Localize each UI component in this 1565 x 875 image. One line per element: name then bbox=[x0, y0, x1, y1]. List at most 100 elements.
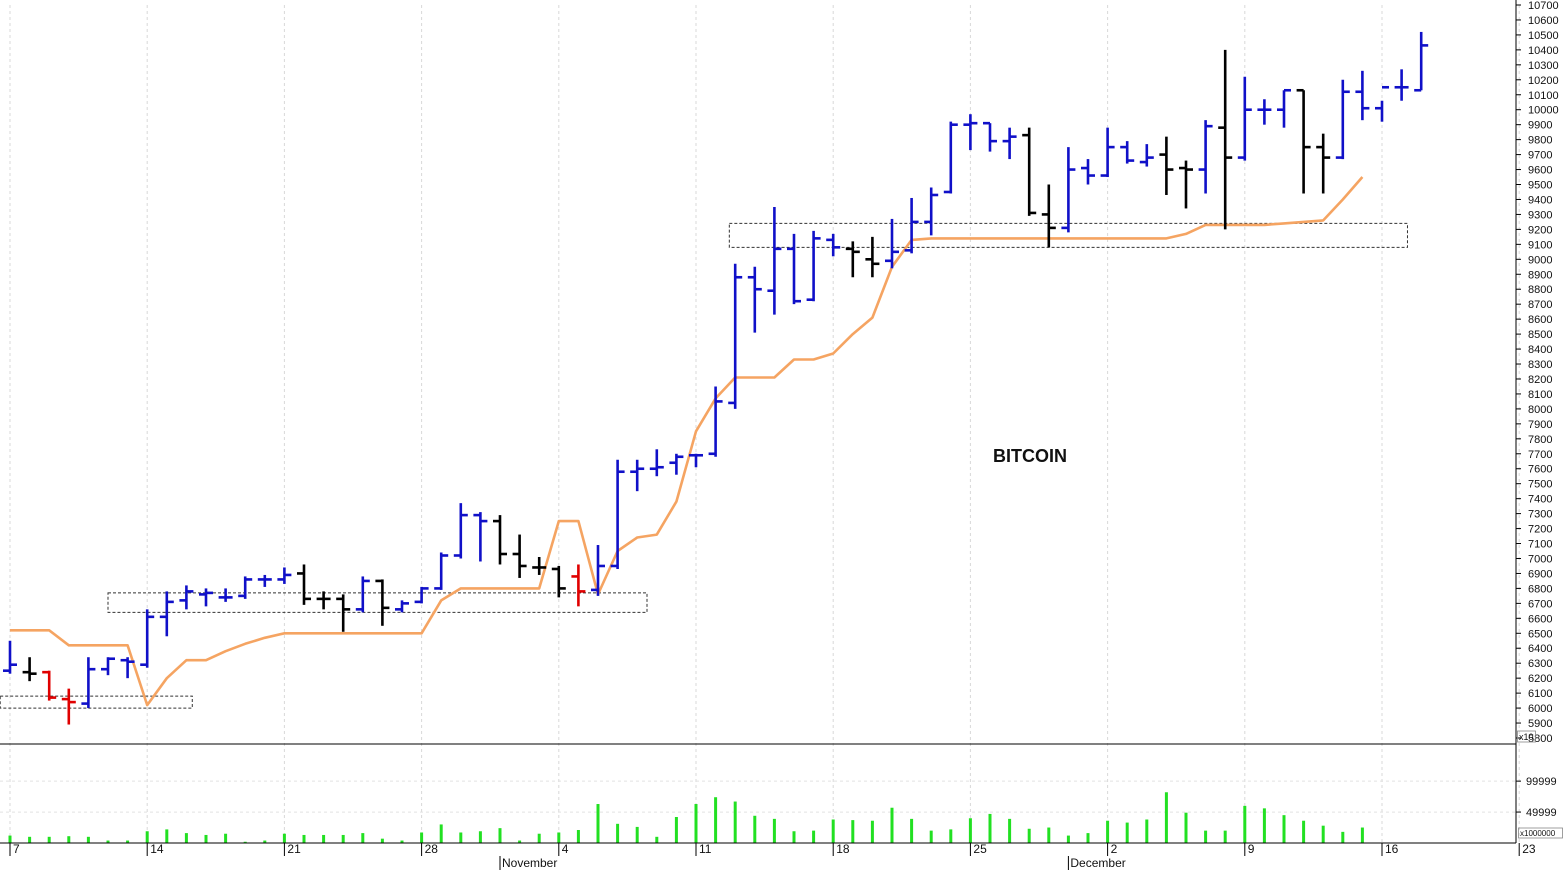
ohlc-bar bbox=[61, 688, 76, 725]
ohlc-bar bbox=[3, 640, 17, 674]
price-tick-label: 6600 bbox=[1528, 613, 1552, 625]
ohlc-bar bbox=[1355, 70, 1370, 121]
ohlc-bar bbox=[414, 586, 429, 604]
ohlc-bar bbox=[159, 591, 174, 637]
ohlc-bar bbox=[983, 121, 997, 152]
price-tick-label: 8900 bbox=[1528, 269, 1552, 281]
price-tick-label: 8000 bbox=[1528, 404, 1552, 416]
date-tick-label: 9 bbox=[1248, 842, 1255, 856]
price-tick-label: 10400 bbox=[1528, 45, 1559, 57]
price-tick-label: 7700 bbox=[1528, 449, 1552, 461]
ohlc-bar bbox=[1335, 79, 1350, 160]
axis-layer: 5800590060006100620063006400650066006700… bbox=[9, 0, 1563, 870]
ohlc-bar bbox=[885, 218, 899, 269]
ohlc-bar bbox=[1081, 159, 1095, 185]
price-tick-label: 9500 bbox=[1528, 180, 1552, 192]
ohlc-bar bbox=[1041, 184, 1056, 248]
price-tick-label: 9400 bbox=[1528, 194, 1552, 206]
date-tick-label: 7 bbox=[13, 842, 20, 856]
ohlc-bar bbox=[630, 459, 645, 492]
ohlc-bar bbox=[1257, 99, 1272, 125]
ohlc-bar bbox=[806, 230, 821, 302]
price-tick-label: 10100 bbox=[1528, 90, 1559, 102]
date-tick-label: 25 bbox=[973, 842, 987, 856]
ohlc-bar bbox=[1022, 127, 1037, 216]
moving-average-layer bbox=[10, 176, 1364, 707]
volume-tick-label: 49999 bbox=[1526, 807, 1557, 819]
ohlc-bar bbox=[297, 564, 311, 605]
ohlc-bar bbox=[767, 206, 782, 315]
support-box-layer bbox=[0, 222, 1408, 709]
ohlc-bar bbox=[649, 449, 664, 477]
ohlc-bar bbox=[22, 657, 37, 682]
ohlc-bar bbox=[669, 453, 684, 475]
date-tick-label: 18 bbox=[836, 842, 850, 856]
price-tick-label: 6200 bbox=[1528, 673, 1552, 685]
price-tick-label: 10700 bbox=[1528, 0, 1559, 12]
price-tick-label: 9000 bbox=[1528, 254, 1552, 266]
ohlc-bar bbox=[1061, 147, 1076, 233]
support-box bbox=[0, 695, 193, 709]
price-tick-label: 6100 bbox=[1528, 688, 1552, 700]
price-tick-label: 8600 bbox=[1528, 314, 1552, 326]
price-tick-label: 7800 bbox=[1528, 434, 1552, 446]
volume-tick-label: 99999 bbox=[1526, 776, 1557, 788]
ohlc-bar bbox=[336, 594, 351, 632]
ohlc-bar bbox=[963, 114, 978, 151]
moving-average-line bbox=[10, 176, 1364, 707]
price-tick-label: 6300 bbox=[1528, 658, 1552, 670]
ohlc-bar bbox=[42, 670, 57, 701]
ohlc-bar bbox=[1139, 144, 1154, 167]
price-tick-label: 5900 bbox=[1528, 718, 1552, 730]
price-tick-label: 6800 bbox=[1528, 583, 1552, 595]
ohlc-bar bbox=[1179, 160, 1193, 209]
date-tick-label: 4 bbox=[562, 842, 569, 856]
ohlc-bar bbox=[826, 233, 841, 257]
ohlc-bar bbox=[1159, 136, 1174, 195]
date-tick-label: 16 bbox=[1385, 842, 1399, 856]
ohlc-bar bbox=[571, 564, 586, 607]
price-tick-label: 7600 bbox=[1528, 464, 1552, 476]
price-tick-label: 6500 bbox=[1528, 628, 1552, 640]
price-tick-label: 9600 bbox=[1528, 165, 1552, 177]
ohlc-bar bbox=[81, 657, 96, 709]
ohlc-bar bbox=[1002, 127, 1017, 160]
price-tick-label: 8100 bbox=[1528, 389, 1552, 401]
date-tick-label: 2 bbox=[1111, 842, 1118, 856]
ohlc-bar bbox=[316, 591, 331, 610]
price-tick-label: 9800 bbox=[1528, 135, 1552, 147]
date-tick-label: 21 bbox=[287, 842, 301, 856]
ohlc-bar bbox=[610, 459, 625, 569]
price-tick-label: 10000 bbox=[1528, 105, 1559, 117]
date-tick-label: 23 bbox=[1522, 842, 1536, 856]
chart-title: BITCOIN bbox=[993, 446, 1067, 466]
ohlc-bar bbox=[277, 567, 292, 584]
ohlc-bar bbox=[1277, 88, 1291, 128]
price-tick-label: 8400 bbox=[1528, 344, 1552, 356]
ohlc-bar bbox=[708, 386, 723, 457]
ohlc-bar bbox=[512, 534, 527, 578]
price-tick-label: 8300 bbox=[1528, 359, 1552, 371]
ohlc-bar bbox=[120, 657, 135, 679]
ohlc-bar bbox=[434, 552, 449, 590]
ohlc-bar bbox=[865, 236, 880, 278]
price-tick-label: 9900 bbox=[1528, 120, 1552, 132]
ohlc-bar bbox=[1296, 88, 1311, 194]
ohlc-bar bbox=[787, 233, 801, 305]
ohlc-bar bbox=[473, 512, 488, 562]
price-tick-label: 7000 bbox=[1528, 553, 1552, 565]
ohlc-bar bbox=[257, 574, 272, 587]
ohlc-bar bbox=[1198, 120, 1213, 194]
ohlc-bar bbox=[453, 503, 468, 559]
month-label: November bbox=[502, 856, 557, 870]
volume-multiplier-label: x1000000 bbox=[1520, 829, 1556, 838]
ohlc-bar bbox=[238, 576, 253, 599]
ohlc-bar bbox=[1316, 133, 1331, 194]
price-multiplier-box bbox=[1517, 730, 1536, 743]
volume-multiplier-box bbox=[1518, 827, 1563, 839]
price-tick-label: 9200 bbox=[1528, 224, 1552, 236]
price-tick-label: 7200 bbox=[1528, 524, 1552, 536]
price-tick-label: 9100 bbox=[1528, 239, 1552, 251]
